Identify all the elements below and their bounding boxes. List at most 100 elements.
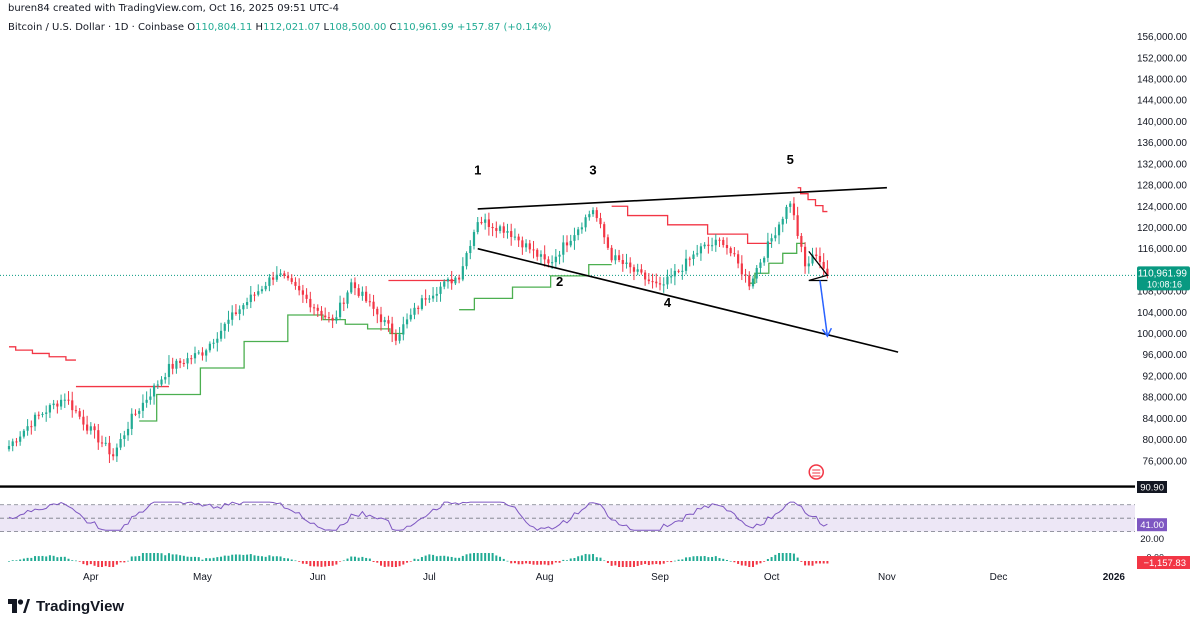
price-tick-label: 96,000.00: [1143, 350, 1188, 361]
candle-body: [748, 275, 751, 287]
candle-body: [71, 400, 74, 411]
candle: [193, 346, 197, 364]
us-flag-stripes: [812, 469, 821, 477]
candle-body: [528, 243, 531, 250]
candle-body: [409, 314, 412, 320]
candle-body: [822, 261, 825, 269]
candle: [138, 408, 141, 419]
ohlc-key-h: H: [255, 22, 264, 33]
candle-body: [755, 267, 758, 279]
histogram-bar: [406, 561, 409, 563]
candle-body: [7, 446, 11, 450]
candle-body: [565, 242, 569, 246]
time-tick-label: Jun: [310, 572, 326, 583]
candle: [368, 293, 371, 307]
ohlc-key-o: O: [187, 22, 196, 33]
candle-body: [175, 360, 178, 369]
candle-body: [26, 426, 29, 431]
candle: [231, 305, 234, 326]
us-flag-event-icon[interactable]: [808, 464, 824, 480]
histogram-bar: [592, 553, 595, 561]
candle: [156, 380, 159, 389]
histogram-bar: [182, 555, 185, 561]
histogram-bar: [134, 556, 137, 561]
histogram-bar: [63, 556, 66, 561]
histogram-bar: [718, 558, 721, 561]
histogram-bar: [212, 557, 215, 561]
histogram-bar: [368, 558, 371, 561]
candle-body: [495, 228, 498, 231]
histogram-bar: [778, 553, 781, 561]
candle: [208, 341, 211, 353]
candle-body: [536, 249, 539, 257]
candle-body: [751, 278, 755, 287]
candle: [257, 284, 260, 297]
histogram-bar: [781, 553, 784, 561]
author-line: buren84 created with TradingView.com, Oc…: [8, 3, 340, 14]
triangle-drawing[interactable]: [808, 250, 829, 282]
candle-body: [513, 236, 517, 238]
ohlc-value-o: 110,804.11: [195, 22, 256, 33]
candle: [446, 277, 450, 289]
candle-body: [394, 334, 397, 341]
candle-body: [305, 294, 308, 299]
lower-trendline[interactable]: [477, 247, 899, 353]
rsi-marker-tag: [1137, 481, 1167, 493]
candle-body: [558, 254, 561, 257]
candle-body: [599, 218, 602, 225]
supertrend-up-segment: [749, 242, 806, 284]
histogram-bar: [171, 554, 174, 561]
candle-body: [190, 358, 193, 360]
candle: [536, 248, 539, 261]
histogram-bar: [703, 556, 706, 561]
candle: [338, 295, 342, 320]
candle: [789, 201, 792, 213]
candle: [134, 409, 137, 417]
candles-layer: [7, 197, 829, 464]
candle: [584, 214, 587, 232]
histogram-bar: [446, 556, 449, 561]
histogram-bar: [238, 554, 241, 561]
upper-trendline[interactable]: [477, 186, 887, 210]
candle-body: [249, 294, 252, 303]
histogram-bar: [409, 561, 412, 562]
candle: [201, 347, 204, 361]
candle: [733, 246, 736, 257]
candle: [781, 216, 784, 233]
histogram-bar: [8, 561, 10, 562]
histogram-bar: [149, 553, 152, 561]
histogram-bar: [517, 561, 520, 565]
candle: [431, 287, 435, 302]
candle-body: [338, 302, 342, 318]
candle: [803, 242, 807, 274]
candle: [629, 257, 632, 274]
histogram-bar: [313, 561, 316, 567]
candle: [164, 372, 167, 384]
candle: [350, 278, 353, 295]
candle: [476, 216, 479, 235]
candle-body: [439, 286, 442, 294]
histogram-bar: [11, 560, 14, 561]
histogram-bar: [644, 561, 647, 565]
candle: [763, 256, 766, 266]
histogram-bar: [380, 561, 382, 566]
histogram-bar: [37, 556, 40, 561]
histogram-bar: [614, 561, 617, 566]
candle-body: [517, 236, 520, 241]
candle: [558, 250, 561, 265]
candle-body: [361, 291, 364, 296]
histogram-bar: [722, 558, 725, 561]
histogram-bar: [220, 556, 223, 561]
histogram-bar: [361, 556, 364, 561]
candle-body: [275, 274, 278, 280]
target-arrow[interactable]: [819, 280, 829, 337]
current-price-tag: [1137, 266, 1190, 291]
histogram-bar: [432, 554, 435, 561]
candle: [37, 411, 40, 420]
symbol-title[interactable]: Bitcoin / U.S. Dollar · 1D · Coinbase: [8, 22, 185, 33]
histogram-bar: [320, 561, 323, 567]
candle: [145, 391, 148, 408]
histogram-bar: [205, 558, 208, 561]
price-tick-label: 92,000.00: [1143, 371, 1188, 382]
